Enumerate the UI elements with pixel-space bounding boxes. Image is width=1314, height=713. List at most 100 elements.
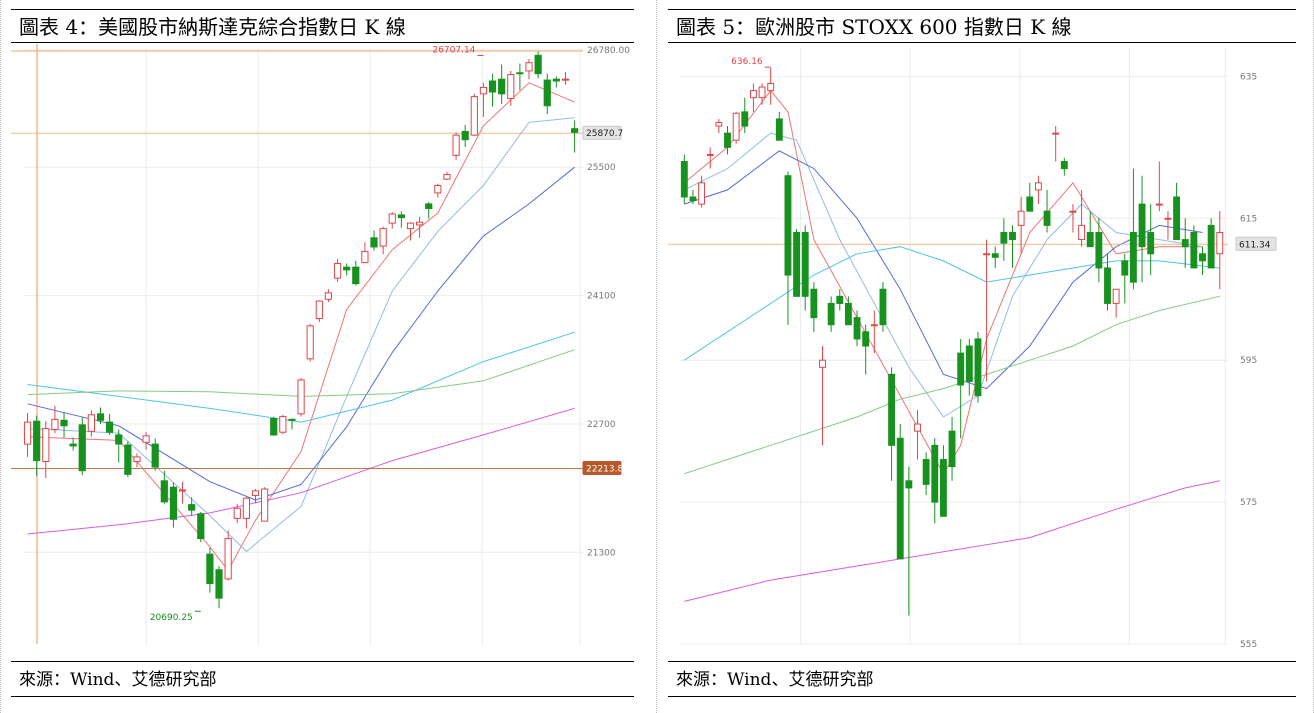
candle-body-down	[169, 486, 178, 520]
candle-body-down	[1138, 203, 1146, 248]
nasdaq-candlestick-chart: 26780.00 25500 24100 22700 21300 25870.7 22213…	[11, 44, 630, 644]
candle	[169, 482, 178, 528]
candle	[343, 263, 351, 276]
candle-body-down	[836, 295, 844, 304]
y-tick-label: 635	[1240, 72, 1257, 82]
candle-body-up	[819, 359, 826, 368]
candle	[758, 83, 766, 105]
candle	[724, 126, 731, 155]
candle	[698, 175, 706, 208]
candle	[188, 497, 196, 516]
candle	[1155, 161, 1163, 212]
candle-body-up	[749, 90, 757, 99]
ma20-line	[27, 166, 575, 501]
candle-body-up	[1164, 217, 1172, 220]
candle	[1017, 197, 1025, 254]
candle-body-down	[215, 569, 223, 599]
candle	[470, 93, 478, 137]
candles	[680, 67, 1224, 616]
candle-body-down	[1009, 231, 1016, 241]
figure-source: 來源：Wind、艾德研究部	[11, 661, 634, 697]
candle-body-up	[507, 74, 515, 99]
candle	[142, 432, 150, 450]
candle-body-down	[516, 72, 524, 75]
candle-body-down	[1129, 231, 1137, 283]
candle-body-down	[1190, 231, 1198, 269]
candle-body-down	[888, 373, 896, 446]
candle-body-down	[862, 331, 870, 347]
candle-body-down	[397, 214, 405, 219]
ma5-line	[27, 82, 575, 572]
candle-body-down	[1095, 231, 1103, 269]
figure-title: 圖表 5：歐洲股市 STOXX 600 指數日 K 線	[668, 9, 1296, 43]
candle	[315, 300, 323, 323]
candle-body-down	[1086, 231, 1094, 248]
candle	[133, 453, 141, 468]
candle	[197, 511, 205, 543]
candle	[931, 438, 939, 524]
y-tick-label: 615	[1240, 214, 1257, 224]
candle	[1173, 182, 1181, 241]
candle-body-down	[270, 417, 278, 436]
ma250-line	[684, 480, 1220, 602]
candle	[991, 246, 999, 268]
candle-body-up	[732, 112, 740, 141]
y-tick-label: 595	[1240, 356, 1257, 366]
candle	[443, 171, 451, 181]
candle	[1138, 175, 1146, 283]
candle-body-up	[767, 82, 775, 92]
candle-body-down	[1147, 231, 1155, 255]
y-tick-label: 575	[1240, 498, 1257, 508]
candle	[1164, 211, 1172, 240]
candle	[115, 429, 123, 463]
candle	[706, 147, 714, 169]
candle-body-down	[78, 424, 86, 472]
candle	[1034, 175, 1042, 205]
candle	[680, 154, 688, 205]
high-price-label: 636.16	[731, 57, 763, 67]
candle-body-down	[370, 237, 378, 248]
candle	[306, 323, 314, 362]
ma120-line	[684, 295, 1220, 475]
candle	[1121, 253, 1129, 304]
candle	[160, 470, 168, 504]
candle-body-down	[922, 459, 930, 485]
candle	[178, 481, 187, 504]
candle-body-down	[844, 302, 852, 326]
candle	[793, 228, 801, 297]
candle	[767, 67, 775, 105]
candle	[498, 64, 506, 104]
candle-body-down	[1121, 260, 1129, 276]
figure-title: 圖表 4：美國股市納斯達克綜合指數日 K 線	[11, 9, 634, 43]
candle	[525, 59, 533, 80]
candle-body-down	[206, 553, 214, 584]
candle	[965, 338, 973, 396]
candle	[801, 225, 809, 311]
candle-body-up	[1112, 288, 1120, 304]
candle-body-up	[914, 423, 921, 432]
candle	[775, 111, 783, 141]
candle-body-up	[470, 96, 478, 136]
candle	[507, 70, 515, 106]
candle	[957, 338, 965, 439]
candle-body-up	[178, 489, 187, 492]
candle	[1129, 168, 1137, 290]
candle	[1199, 246, 1206, 276]
ma60-line	[27, 331, 575, 423]
ma10-line	[27, 117, 575, 553]
candle	[922, 452, 930, 495]
candle	[1069, 204, 1077, 233]
candle	[288, 418, 296, 430]
candle-body-down	[461, 130, 469, 141]
candle	[810, 282, 818, 332]
candle-body-up	[706, 153, 714, 156]
candle	[516, 63, 524, 91]
stoxx600-figure: 圖表 5：歐洲股市 STOXX 600 指數日 K 線 635 615 595 575…	[668, 9, 1296, 699]
candle-body-down	[115, 434, 123, 445]
candle	[434, 183, 442, 198]
candle	[819, 346, 826, 446]
candle	[261, 487, 269, 522]
candle-body-up	[251, 490, 260, 496]
candle-body-down	[957, 352, 965, 386]
price-tag-label: 22213.8	[586, 465, 623, 475]
